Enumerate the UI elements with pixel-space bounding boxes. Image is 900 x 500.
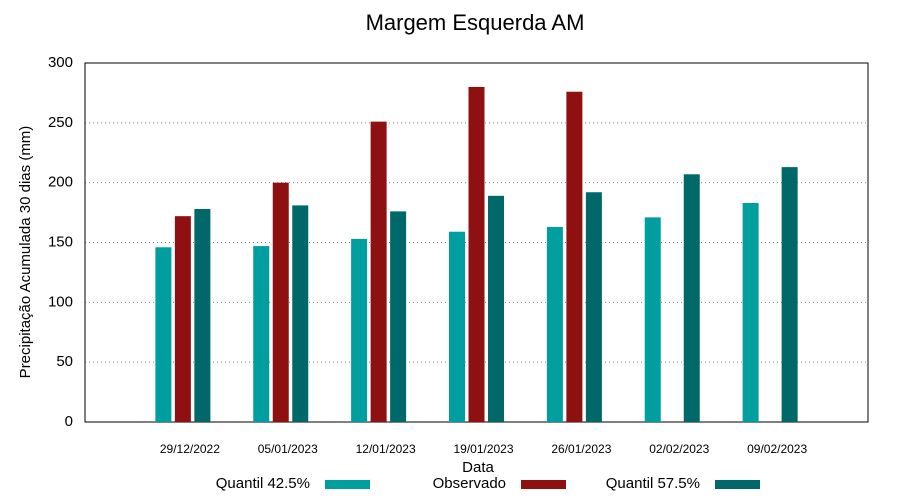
legend-swatch (715, 480, 760, 489)
x-tick-label: 19/01/2023 (453, 442, 513, 456)
bar (351, 238, 368, 422)
bar (370, 121, 387, 423)
bar (194, 208, 211, 422)
x-tick-label: 12/01/2023 (356, 442, 416, 456)
y-tick-label: 0 (65, 413, 73, 430)
y-tick-label: 300 (48, 54, 73, 71)
bar (742, 203, 759, 422)
bar (155, 247, 172, 422)
y-tick-label: 100 (48, 293, 73, 310)
legend-swatch (325, 480, 370, 489)
bar (449, 231, 465, 422)
x-tick-label: 02/02/2023 (649, 442, 709, 456)
y-tick-label: 250 (48, 114, 73, 131)
bar (174, 216, 191, 422)
legend-swatch (521, 480, 566, 489)
y-tick-label: 200 (48, 174, 73, 191)
bar (292, 205, 309, 422)
bar (253, 246, 270, 422)
y-axis-label: Precipitação Acumulada 30 dias (mm) (17, 126, 34, 379)
x-tick-label: 29/12/2022 (160, 442, 220, 456)
bar (546, 226, 563, 422)
bar (468, 86, 485, 422)
bar (390, 211, 407, 422)
y-tick-label: 50 (56, 353, 73, 370)
x-axis-label: Data (462, 459, 494, 476)
bar (683, 174, 700, 422)
chart-title: Margem Esquerda AM (366, 10, 585, 35)
bar (644, 217, 661, 422)
legend-label: Quantil 57.5% (606, 475, 700, 492)
bar (781, 167, 798, 422)
bar (272, 182, 289, 422)
x-tick-label: 26/01/2023 (551, 442, 611, 456)
legend-label: Observado (433, 475, 506, 492)
bar (566, 91, 583, 422)
bar (488, 195, 504, 422)
y-tick-label: 150 (48, 233, 73, 250)
legend-label: Quantil 42.5% (216, 475, 310, 492)
x-tick-label: 09/02/2023 (747, 442, 807, 456)
bar (585, 192, 602, 422)
x-tick-label: 05/01/2023 (258, 442, 318, 456)
